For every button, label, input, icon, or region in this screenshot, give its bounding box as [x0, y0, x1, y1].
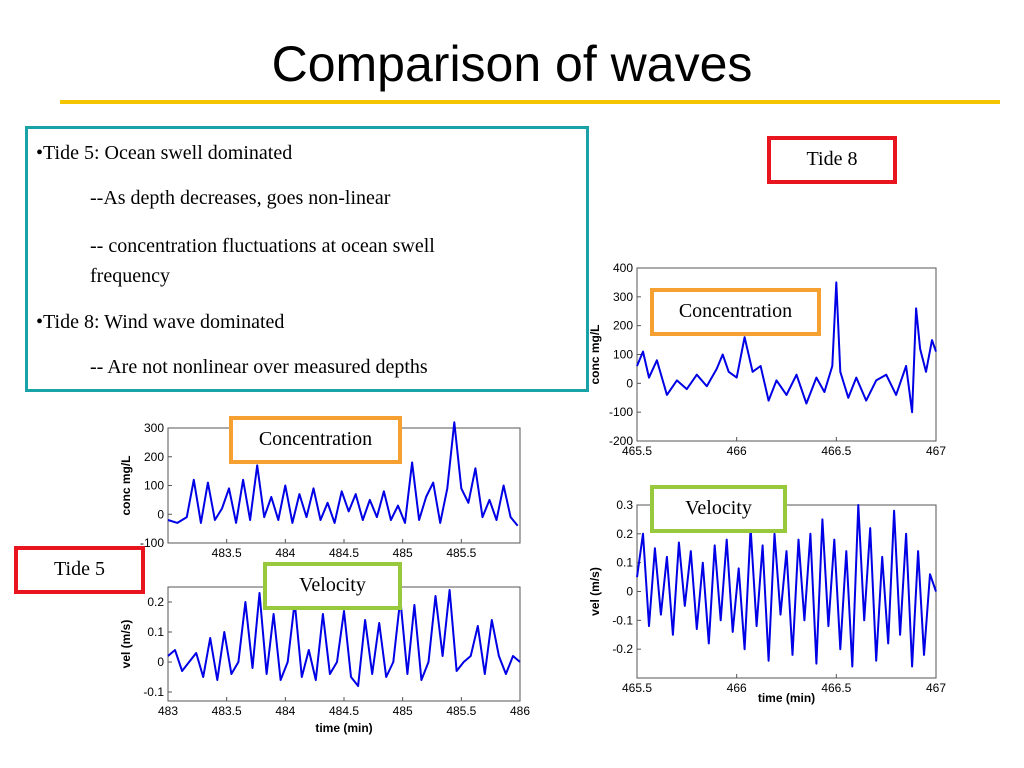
tide8_conc-ylabel: conc mg/L — [588, 324, 602, 384]
tide5_vel-xtick-label: 484 — [275, 704, 295, 718]
tide8_conc-ytick-label: 100 — [613, 348, 633, 362]
tide8_conc-xtick-label: 467 — [926, 444, 946, 458]
tide8_vel-ytick-label: 0.3 — [616, 498, 633, 512]
note-tide8-line1: -- Are not nonlinear over measured depth… — [90, 356, 428, 378]
tide8_conc-ytick-label: -100 — [609, 405, 633, 419]
tide5_conc-ylabel: conc mg/L — [119, 455, 133, 515]
tide8_vel-xtick-label: 466 — [727, 681, 747, 695]
tide5_conc-xtick-label: 483.5 — [212, 546, 242, 560]
tide8_conc-ytick-label: 0 — [626, 376, 633, 390]
note-tide5-line3: frequency — [90, 265, 170, 287]
note-tide8-heading: •Tide 8: Wind wave dominated — [36, 311, 285, 333]
tide8_vel-xtick-label: 466.5 — [821, 681, 851, 695]
tide8-concentration-label: Concentration — [650, 288, 821, 336]
notes-box: •Tide 5: Ocean swell dominated --As dept… — [25, 126, 589, 392]
tide5_vel-xlabel: time (min) — [315, 721, 372, 735]
tide5_vel-xtick-label: 485 — [393, 704, 413, 718]
tide8_conc-ytick-label: 400 — [613, 261, 633, 275]
tide8_vel-ytick-label: 0.1 — [616, 556, 633, 570]
tide5_vel-xtick-label: 483 — [158, 704, 178, 718]
tide8_vel-ytick-label: 0 — [626, 585, 633, 599]
tide5_conc-ytick-label: 100 — [144, 479, 164, 493]
tide5_conc-xtick-label: 484.5 — [329, 546, 359, 560]
tide5_conc-xtick-label: 485 — [393, 546, 413, 560]
tide8_vel-ylabel: vel (m/s) — [588, 567, 602, 616]
tide5_conc-series-line — [167, 421, 519, 527]
tide8_vel-series-line — [636, 504, 937, 668]
tide8_conc-xtick-label: 466 — [727, 444, 747, 458]
tide8_vel-ytick-label: -0.1 — [612, 613, 633, 627]
tide5_vel-xtick-label: 483.5 — [212, 704, 242, 718]
tide5-label: Tide 5 — [14, 546, 145, 594]
tide5_conc-xtick-label: 484 — [275, 546, 295, 560]
note-tide5-heading: •Tide 5: Ocean swell dominated — [36, 142, 293, 164]
tide5_conc-ytick-label: 300 — [144, 421, 164, 435]
tide8_vel-xtick-label: 467 — [926, 681, 946, 695]
tide5_vel-ytick-label: 0.1 — [147, 625, 164, 639]
tide5_vel-ytick-label: 0.2 — [147, 595, 164, 609]
note-tide5-line2: -- concentration fluctuations at ocean s… — [90, 235, 435, 257]
tide8_conc-series-line — [636, 281, 937, 414]
tide5-velocity-label: Velocity — [263, 562, 402, 610]
tide8_conc-ytick-label: 300 — [613, 290, 633, 304]
tide8_vel-ytick-label: -0.2 — [612, 642, 633, 656]
tide5_vel-xtick-label: 486 — [510, 704, 530, 718]
tide5_conc-xtick-label: 485.5 — [446, 546, 476, 560]
note-tide5-line1: --As depth decreases, goes non-linear — [90, 187, 391, 209]
tide8-velocity-label: Velocity — [650, 485, 787, 533]
tide5_conc-ytick-label: 200 — [144, 450, 164, 464]
tide8_vel-xlabel: time (min) — [758, 691, 815, 705]
tide5_vel-ytick-label: -0.1 — [143, 685, 164, 699]
tide5_vel-ytick-label: 0 — [157, 655, 164, 669]
tide8-label: Tide 8 — [767, 136, 897, 184]
tide5_conc-ytick-label: -100 — [140, 536, 164, 550]
tide5_conc-ytick-label: 0 — [157, 507, 164, 521]
tide5_vel-xtick-label: 484.5 — [329, 704, 359, 718]
slide-title: Comparison of waves — [271, 36, 753, 92]
tide5-concentration-label: Concentration — [229, 416, 402, 464]
tide8_conc-ytick-label: -200 — [609, 434, 633, 448]
tide8_conc-ytick-label: 200 — [613, 319, 633, 333]
tide5_vel-xtick-label: 485.5 — [446, 704, 476, 718]
tide8_vel-ytick-label: 0.2 — [616, 527, 633, 541]
tide8_vel-xtick-label: 465.5 — [622, 681, 652, 695]
tide8_conc-xtick-label: 466.5 — [821, 444, 851, 458]
title-underline — [60, 100, 1000, 104]
tide5_vel-ylabel: vel (m/s) — [119, 620, 133, 669]
tide8_conc-xtick-label: 465.5 — [622, 444, 652, 458]
tide5_vel-series-line — [167, 589, 521, 687]
